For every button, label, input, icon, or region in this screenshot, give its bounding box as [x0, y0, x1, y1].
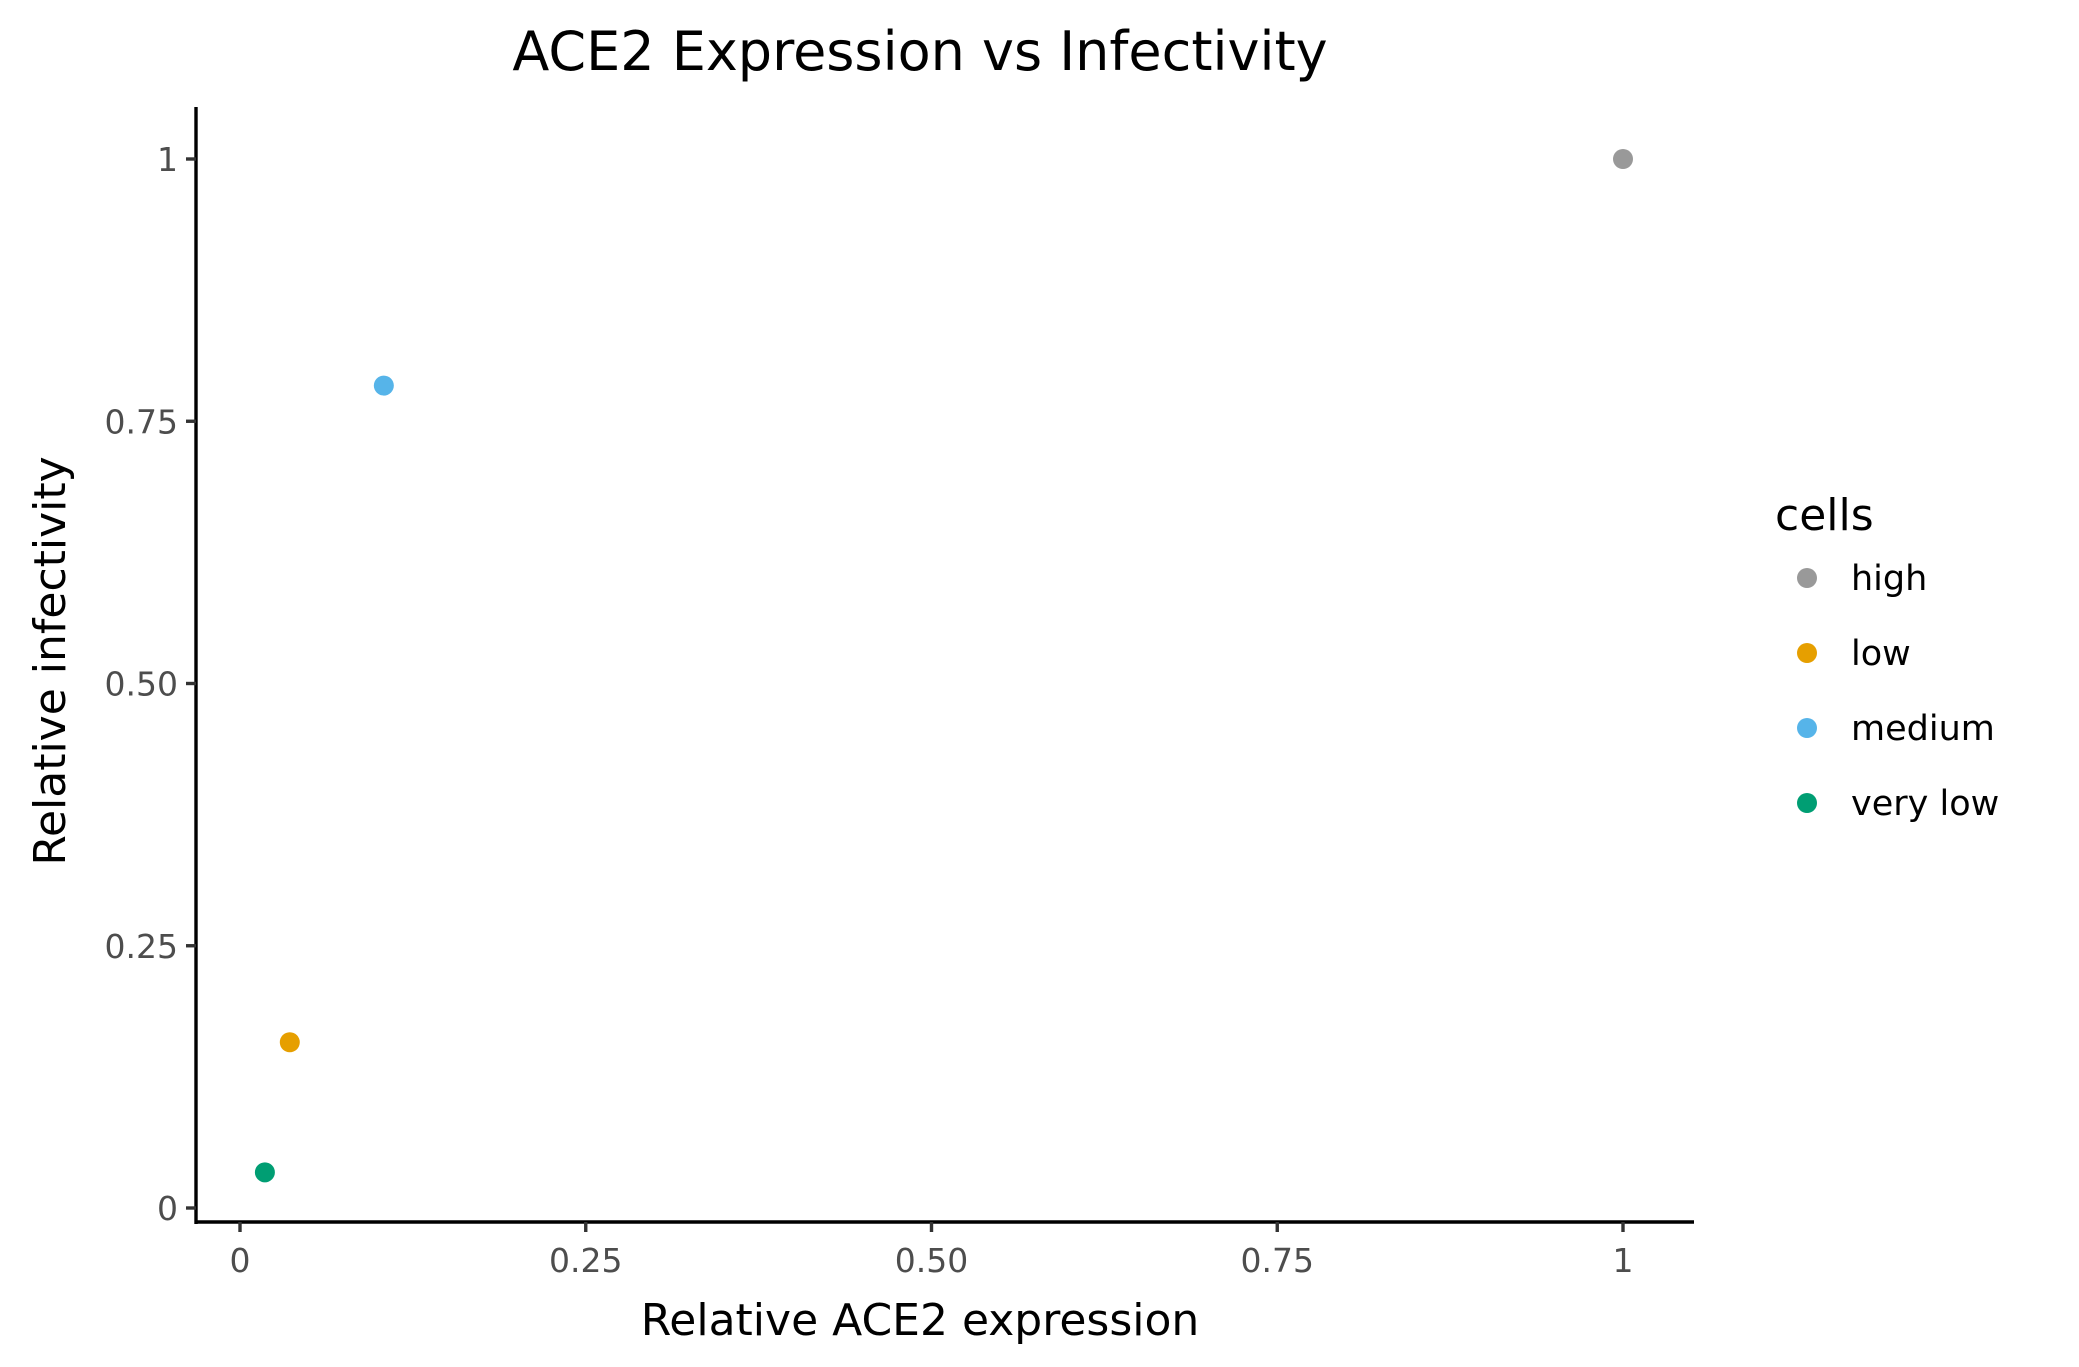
legend: cells high low medium very low [1775, 490, 1999, 824]
legend-label: low [1851, 634, 1911, 674]
data-point-low [279, 1032, 300, 1053]
legend-key-medium [1797, 718, 1817, 738]
legend-items: high low medium very low [1797, 559, 1999, 824]
data-point-high [1613, 149, 1633, 169]
y-tick-label: 0 [157, 1189, 178, 1228]
x-axis-title: Relative ACE2 expression [641, 1295, 1200, 1346]
y-axis-title: Relative infectivity [25, 456, 76, 865]
x-axis-ticks: 0 0.25 0.50 0.75 1 [230, 1222, 1634, 1280]
x-tick-label: 0.25 [549, 1241, 622, 1280]
legend-label: medium [1851, 709, 1995, 749]
y-tick-label: 0.75 [105, 402, 178, 441]
x-tick-label: 0.50 [895, 1241, 968, 1280]
plot-area: 0 0.25 0.50 0.75 1 0 0.25 0.50 0.75 1 [105, 107, 1694, 1280]
x-tick-label: 1 [1613, 1241, 1634, 1280]
data-point-medium [373, 375, 394, 396]
chart-title: ACE2 Expression vs Infectivity [512, 20, 1327, 83]
y-tick-label: 1 [157, 140, 178, 179]
legend-label: very low [1851, 784, 1999, 824]
legend-key-low [1797, 643, 1817, 663]
data-points [254, 149, 1633, 1183]
y-axis-ticks: 0 0.25 0.50 0.75 1 [105, 140, 196, 1228]
y-tick-label: 0.50 [105, 665, 178, 704]
y-tick-label: 0.25 [105, 927, 178, 966]
legend-label: high [1851, 559, 1927, 599]
x-tick-label: 0.75 [1241, 1241, 1314, 1280]
legend-title: cells [1775, 490, 1874, 541]
data-point-very-low [254, 1162, 275, 1183]
legend-key-very-low [1797, 793, 1817, 813]
legend-key-high [1797, 568, 1817, 588]
x-tick-label: 0 [230, 1241, 251, 1280]
